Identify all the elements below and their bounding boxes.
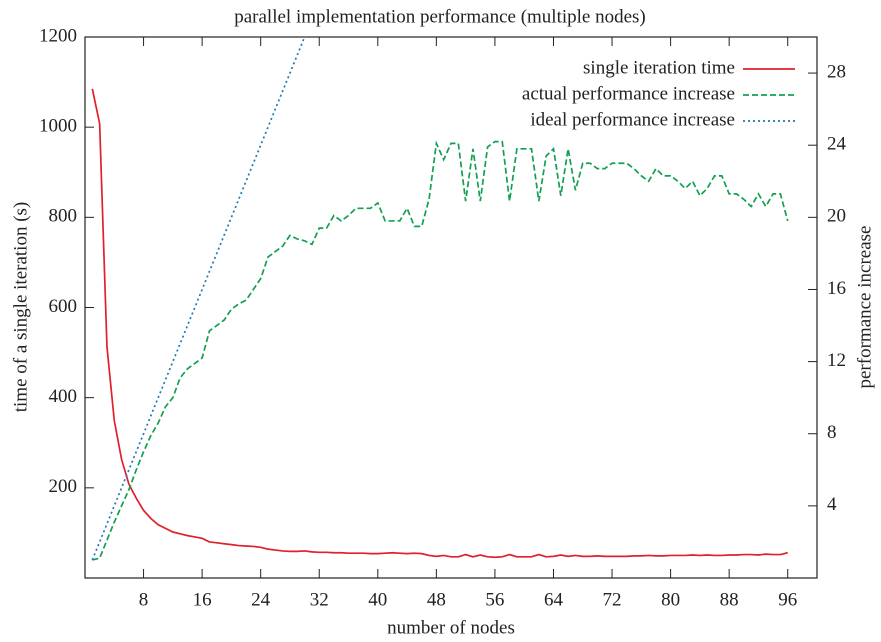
y-tick-label: 600 (49, 296, 78, 317)
y2-axis-label: performance increase (854, 226, 875, 389)
x-tick-label: 88 (720, 589, 739, 610)
y-tick-label: 1000 (39, 116, 77, 137)
x-tick-label: 56 (485, 589, 504, 610)
x-tick-label: 80 (661, 589, 680, 610)
y-tick-label: 200 (49, 476, 78, 497)
legend-label: single iteration time (583, 57, 735, 78)
data-line (91, 37, 306, 561)
x-tick-label: 32 (310, 589, 329, 610)
x-tick-label: 64 (544, 589, 564, 610)
legend-label: actual performance increase (522, 83, 735, 104)
x-tick-label: 72 (603, 589, 622, 610)
y-tick-label: 400 (49, 386, 78, 407)
chart-title: parallel implementation performance (mul… (234, 6, 646, 27)
y2-tick-label: 4 (827, 494, 837, 515)
y-axis-label: time of a single iteration (s) (10, 202, 31, 413)
x-axis-label: number of nodes (387, 617, 515, 638)
data-line (91, 88, 788, 559)
y-tick-label: 800 (49, 206, 78, 227)
y-tick-label: 1200 (39, 25, 77, 46)
y2-tick-label: 12 (827, 350, 846, 371)
y2-tick-label: 24 (827, 134, 847, 155)
y2-tick-label: 16 (827, 278, 846, 299)
x-tick-label: 8 (139, 589, 149, 610)
y2-tick-label: 20 (827, 206, 846, 227)
x-tick-label: 96 (778, 589, 797, 610)
y2-tick-label: 8 (827, 422, 837, 443)
x-tick-label: 24 (251, 589, 271, 610)
plot-lines (91, 37, 789, 561)
legend-label: ideal performance increase (530, 109, 735, 130)
x-tick-label: 48 (427, 589, 446, 610)
data-line (92, 140, 789, 561)
x-tick-label: 16 (193, 589, 212, 610)
y2-tick-label: 28 (827, 61, 846, 82)
x-tick-label: 40 (368, 589, 387, 610)
